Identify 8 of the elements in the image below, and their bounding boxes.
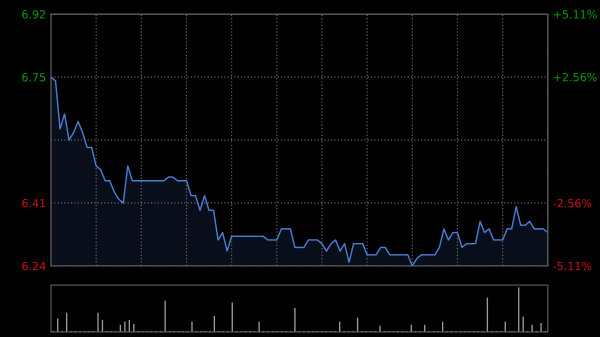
y2-tick-label: +2.56% xyxy=(554,72,597,82)
y2-tick-label: +5.11% xyxy=(554,10,597,19)
y2-tick-label: -2.56% xyxy=(553,199,592,208)
y-tick-label: 6.75 xyxy=(22,73,46,82)
y2-tick-label: -5.11% xyxy=(553,262,592,270)
y-tick-label: 6.92 xyxy=(22,10,46,19)
y-tick-label: 6.41 xyxy=(22,198,46,208)
y-tick-label: 6.24 xyxy=(22,262,46,270)
